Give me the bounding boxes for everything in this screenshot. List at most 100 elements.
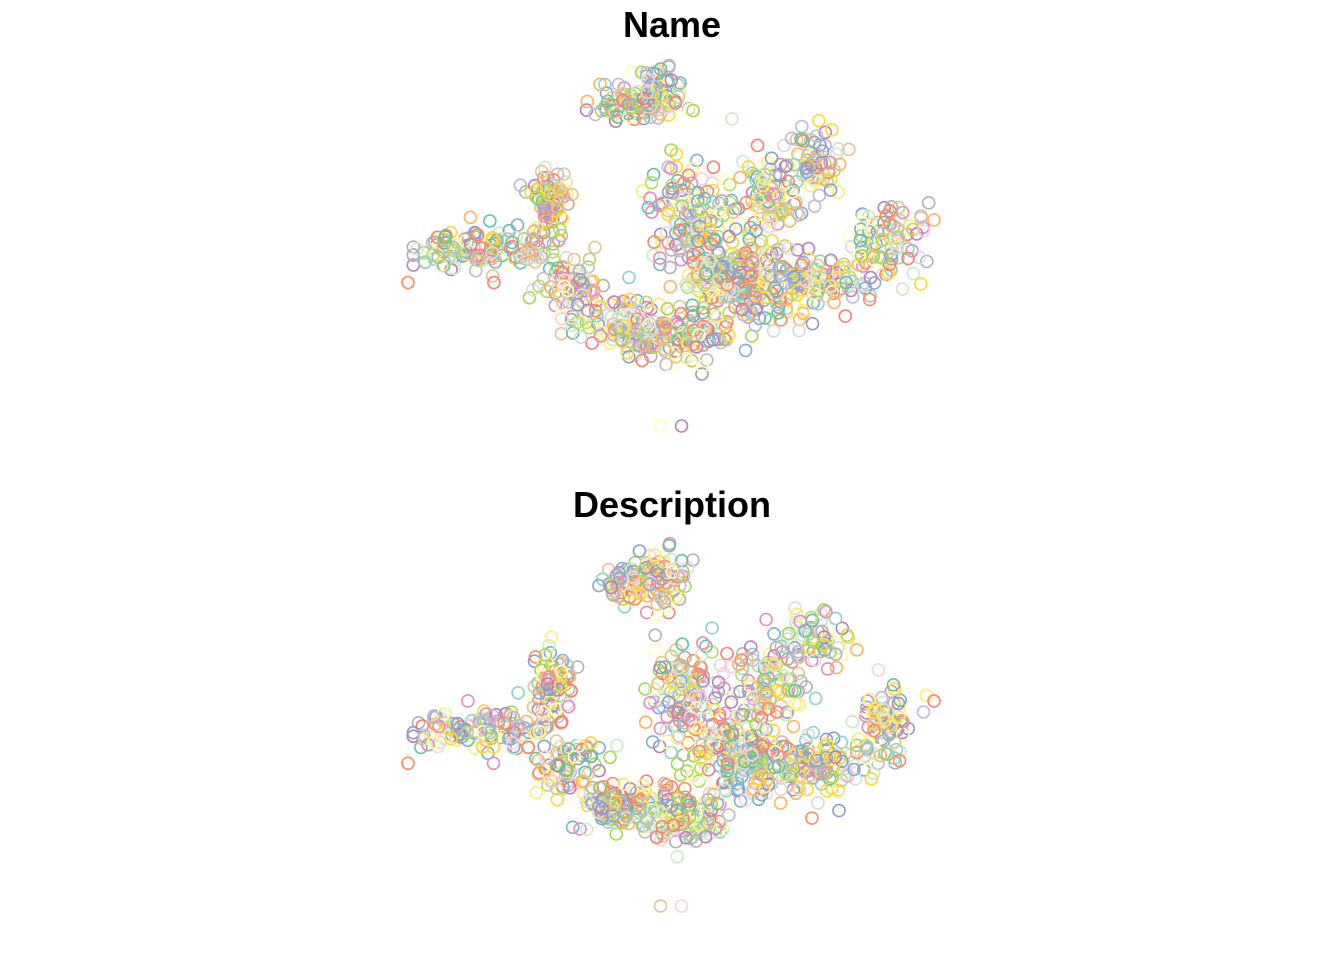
scatter-point bbox=[675, 199, 690, 213]
scatter-point bbox=[668, 349, 683, 364]
scatter-point bbox=[678, 579, 692, 593]
scatter-point bbox=[679, 334, 694, 349]
scatter-point bbox=[651, 102, 665, 117]
scatter-point bbox=[607, 295, 621, 309]
scatter-point bbox=[883, 217, 897, 231]
scatter-point bbox=[663, 260, 677, 275]
scatter-point bbox=[640, 72, 655, 87]
scatter-point bbox=[795, 758, 810, 773]
scatter-point bbox=[791, 283, 806, 297]
scatter-point bbox=[734, 769, 749, 784]
scatter-point bbox=[919, 254, 934, 269]
scatter-point bbox=[486, 740, 501, 754]
scatter-point bbox=[470, 228, 485, 242]
scatter-point bbox=[754, 700, 769, 714]
scatter-point bbox=[664, 143, 678, 157]
scatter-point bbox=[644, 324, 658, 338]
scatter-point bbox=[808, 691, 823, 706]
scatter-point bbox=[763, 708, 777, 722]
scatter-point bbox=[793, 614, 807, 629]
scatter-point bbox=[505, 239, 520, 254]
scatter-point bbox=[609, 738, 624, 753]
scatter-point bbox=[583, 736, 598, 750]
scatter-point bbox=[565, 820, 580, 835]
scatter-point bbox=[555, 311, 569, 326]
scatter-point bbox=[715, 776, 730, 790]
scatter-point bbox=[548, 298, 563, 313]
scatter-point bbox=[653, 899, 668, 913]
scatter-point bbox=[809, 129, 824, 143]
scatter-point bbox=[855, 215, 869, 230]
scatter-point bbox=[764, 213, 778, 228]
scatter-point bbox=[745, 255, 760, 270]
scatter-point bbox=[809, 753, 824, 768]
scatter-point bbox=[632, 303, 647, 318]
scatter-point bbox=[723, 290, 738, 304]
scatter-point bbox=[701, 792, 716, 807]
scatter-point bbox=[763, 162, 778, 176]
scatter-point bbox=[774, 782, 788, 797]
scatter-point bbox=[560, 283, 575, 298]
scatter-point bbox=[636, 111, 651, 126]
scatter-point bbox=[573, 330, 588, 345]
scatter-point bbox=[601, 94, 615, 109]
scatter-point bbox=[914, 211, 928, 225]
scatter-point bbox=[849, 643, 864, 657]
scatter-point bbox=[652, 739, 667, 754]
scatter-point bbox=[794, 132, 808, 147]
scatter-point bbox=[790, 607, 805, 621]
scatter-point bbox=[532, 724, 547, 739]
scatter-point bbox=[554, 264, 568, 279]
scatter-point bbox=[461, 694, 475, 708]
scatter-point bbox=[550, 167, 565, 181]
scatter-point bbox=[672, 796, 687, 810]
scatter-point bbox=[717, 782, 732, 796]
scatter-point bbox=[828, 611, 843, 626]
scatter-point bbox=[538, 160, 552, 175]
scatter-point bbox=[707, 703, 722, 718]
scatter-point bbox=[869, 709, 883, 724]
scatter-point bbox=[832, 803, 846, 818]
scatter-point bbox=[703, 253, 718, 268]
scatter-point bbox=[722, 219, 736, 233]
scatter-point bbox=[811, 796, 825, 810]
scatter-point bbox=[692, 219, 707, 234]
scatter-point bbox=[575, 742, 589, 757]
scatter-point bbox=[636, 778, 650, 793]
scatter-point bbox=[519, 252, 534, 267]
scatter-point bbox=[598, 77, 612, 92]
scatter-point bbox=[554, 326, 569, 341]
scatter-point bbox=[605, 809, 620, 823]
scatter-point bbox=[742, 232, 757, 247]
scatter-point bbox=[805, 811, 819, 825]
scatter-point bbox=[585, 317, 600, 331]
scatter-point bbox=[782, 214, 797, 228]
scatter-point bbox=[757, 779, 772, 794]
scatter-point bbox=[781, 651, 795, 666]
scatter-point bbox=[828, 750, 843, 764]
scatter-point bbox=[780, 756, 794, 770]
scatter-point bbox=[754, 174, 769, 188]
scatter-point bbox=[720, 646, 734, 661]
scatter-point bbox=[834, 626, 849, 640]
scatter-point bbox=[713, 825, 727, 839]
scatter-point bbox=[829, 660, 844, 675]
scatter-point bbox=[799, 165, 814, 179]
scatter-point bbox=[895, 282, 910, 296]
scatter-point bbox=[909, 227, 924, 241]
scatter-point bbox=[794, 206, 809, 221]
scatter-point bbox=[921, 196, 936, 210]
scatter-point bbox=[824, 253, 838, 268]
scatter-point bbox=[664, 779, 679, 794]
scatter-point bbox=[875, 251, 890, 266]
scatter-point bbox=[580, 94, 595, 109]
scatter-point bbox=[792, 323, 806, 338]
scatter-point bbox=[641, 200, 656, 215]
scatter-point bbox=[766, 723, 781, 738]
scatter-point bbox=[758, 311, 772, 325]
scatter-point bbox=[791, 780, 805, 794]
scatter-point bbox=[410, 242, 424, 256]
scatter-point bbox=[867, 723, 881, 738]
scatter-point bbox=[719, 783, 733, 798]
scatter-point bbox=[863, 270, 878, 285]
